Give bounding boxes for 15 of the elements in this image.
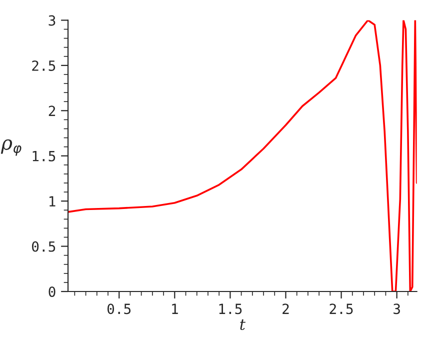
- y-tick-label: 0: [48, 286, 56, 298]
- x-tick-label: 1.5: [219, 304, 242, 314]
- x-tick-label: 2.5: [330, 304, 353, 314]
- x-tick-label: 1: [172, 304, 178, 314]
- y-tick-label: 0.5: [32, 241, 56, 252]
- x-tick-label: 0.5: [107, 304, 131, 314]
- y-tick-label: 1.5: [32, 151, 56, 162]
- y-tick-label: 2: [48, 106, 56, 116]
- x-tick-label: 2: [282, 304, 289, 314]
- x-tick-label: 3: [394, 304, 400, 314]
- y-axis-title: ρ$_{φ}$: [0, 139, 22, 156]
- y-tick-label: 2.5: [32, 60, 56, 71]
- y-tick-label: 1: [50, 196, 56, 206]
- y-tick-label: 3: [48, 15, 56, 26]
- x-axis-title: t: [240, 319, 246, 330]
